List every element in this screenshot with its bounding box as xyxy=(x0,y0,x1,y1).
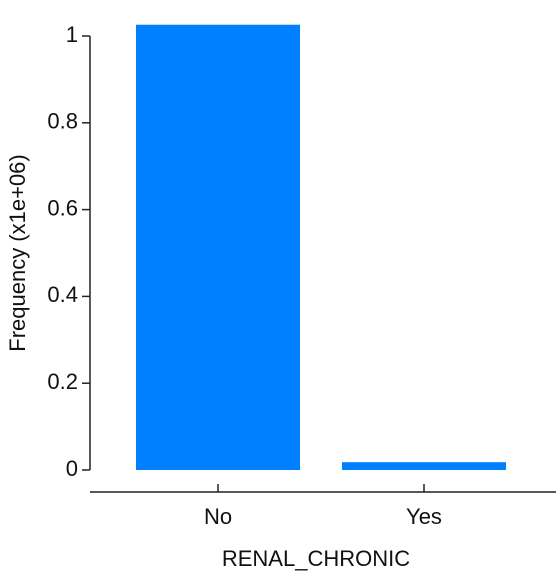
y-tick-label: 0.2 xyxy=(47,369,78,394)
x-tick-label: No xyxy=(204,504,232,529)
bar-yes xyxy=(342,462,506,470)
bars xyxy=(136,24,506,470)
y-tick-label: 0.6 xyxy=(47,195,78,220)
x-tick-label: Yes xyxy=(406,504,442,529)
x-axis: No Yes xyxy=(90,484,556,529)
x-ticks: No Yes xyxy=(204,484,442,529)
bar-no xyxy=(136,24,300,470)
y-tick-label: 0 xyxy=(66,456,78,481)
y-ticks: 0 0.2 0.4 0.6 0.8 1 xyxy=(47,22,90,481)
y-tick-label: 0.4 xyxy=(47,282,78,307)
x-axis-title: RENAL_CHRONIC xyxy=(222,546,410,571)
y-tick-label: 0.8 xyxy=(47,109,78,134)
y-axis: 0 0.2 0.4 0.6 0.8 1 xyxy=(47,22,91,481)
y-axis-title: Frequency (x1e+06) xyxy=(5,154,30,352)
y-tick-label: 1 xyxy=(66,22,78,47)
